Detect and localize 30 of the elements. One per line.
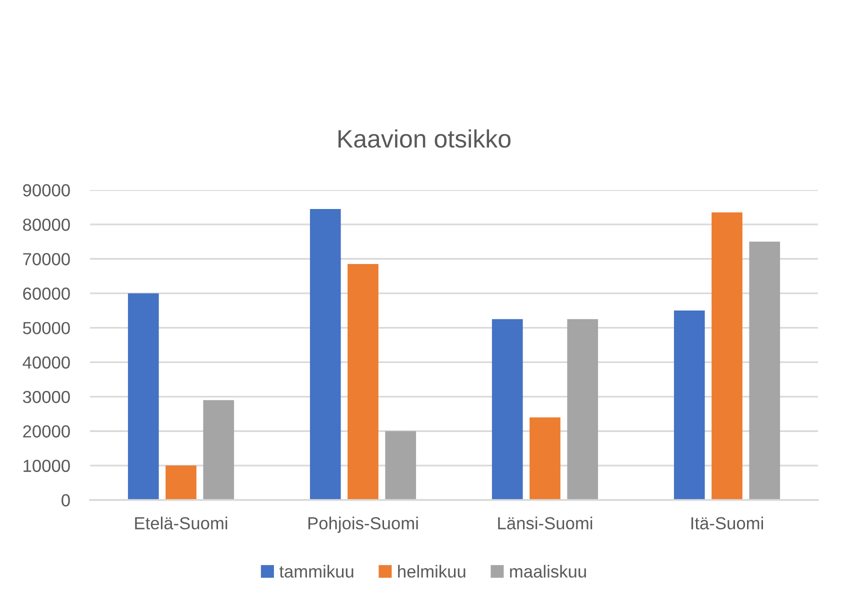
bar — [567, 319, 598, 500]
bar — [749, 242, 780, 500]
legend-label: maaliskuu — [510, 564, 586, 578]
legend-label: helmikuu — [398, 564, 466, 578]
y-tick-label: 80000 — [23, 218, 70, 231]
y-tick-label: 20000 — [23, 425, 70, 438]
y-tick-label: 10000 — [24, 460, 70, 472]
y-tick-label: 90000 — [23, 184, 70, 196]
bar — [128, 293, 159, 500]
bar — [310, 208, 341, 500]
bar — [348, 264, 378, 500]
x-tick-label: Länsi-Suomi — [498, 516, 592, 530]
bar — [203, 400, 234, 500]
y-tick-label: 30000 — [22, 390, 70, 404]
bar — [492, 319, 523, 500]
y-tick-label: 0 — [62, 494, 70, 506]
bar — [530, 417, 560, 500]
x-tick-label: Pohjois-Suomi — [308, 516, 418, 533]
y-tick-label: 60000 — [23, 288, 70, 300]
legend-label: tammikuu — [279, 564, 354, 578]
x-tick-label: Etelä-Suomi — [135, 516, 228, 530]
y-tick-label: 40000 — [22, 356, 70, 369]
y-tick-label: 70000 — [23, 253, 70, 266]
y-tick-label: 50000 — [22, 322, 70, 334]
chart-title: Kaavion otsikko — [338, 129, 511, 148]
bar — [674, 310, 705, 500]
bar — [166, 466, 196, 500]
x-tick-label: Itä-Suomi — [691, 516, 763, 530]
bar — [712, 212, 742, 500]
bar — [385, 431, 416, 500]
